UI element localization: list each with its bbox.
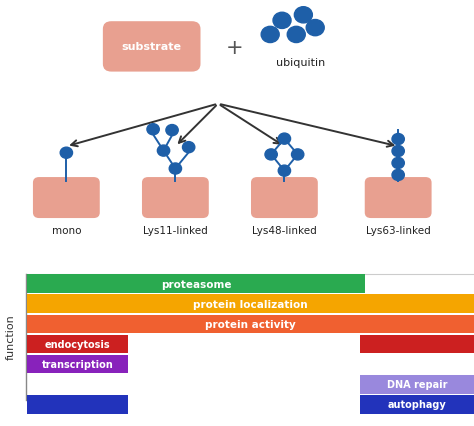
Text: Lys48-linked: Lys48-linked — [252, 226, 317, 236]
Circle shape — [278, 134, 291, 145]
Text: protein activity: protein activity — [205, 319, 296, 329]
FancyBboxPatch shape — [103, 22, 201, 72]
Circle shape — [287, 27, 305, 43]
Circle shape — [157, 146, 170, 157]
Bar — [360, 375, 474, 394]
Circle shape — [392, 170, 404, 181]
Text: autophagy: autophagy — [388, 399, 447, 409]
Bar — [27, 295, 474, 314]
Text: function: function — [5, 314, 16, 360]
Text: Lys63-linked: Lys63-linked — [366, 226, 430, 236]
Text: endocytosis: endocytosis — [45, 339, 110, 349]
Text: Lys11-linked: Lys11-linked — [143, 226, 208, 236]
Circle shape — [294, 8, 312, 24]
Circle shape — [392, 134, 404, 145]
Text: substrate: substrate — [122, 42, 182, 52]
Bar — [27, 355, 128, 374]
Circle shape — [278, 166, 291, 177]
Circle shape — [261, 27, 279, 43]
Circle shape — [273, 13, 291, 29]
FancyBboxPatch shape — [33, 178, 100, 219]
Bar — [27, 395, 128, 414]
Bar — [360, 335, 474, 354]
Bar — [27, 315, 474, 334]
Text: protein localization: protein localization — [193, 299, 308, 309]
Circle shape — [166, 125, 178, 136]
Circle shape — [306, 20, 324, 37]
Circle shape — [182, 142, 195, 153]
Circle shape — [292, 150, 304, 161]
Circle shape — [265, 150, 277, 161]
Text: mono: mono — [52, 226, 81, 236]
Bar — [360, 395, 474, 414]
Text: +: + — [226, 38, 244, 58]
Bar — [27, 275, 365, 294]
Text: DNA repair: DNA repair — [387, 379, 447, 389]
FancyBboxPatch shape — [251, 178, 318, 219]
Circle shape — [392, 158, 404, 169]
Circle shape — [147, 124, 159, 135]
Circle shape — [60, 148, 73, 159]
Text: ubiquitin: ubiquitin — [276, 58, 326, 67]
Bar — [27, 335, 128, 354]
FancyBboxPatch shape — [365, 178, 431, 219]
Circle shape — [169, 164, 182, 175]
Circle shape — [392, 146, 404, 157]
FancyBboxPatch shape — [142, 178, 209, 219]
Text: proteasome: proteasome — [161, 279, 231, 289]
Text: transcription: transcription — [42, 359, 114, 369]
